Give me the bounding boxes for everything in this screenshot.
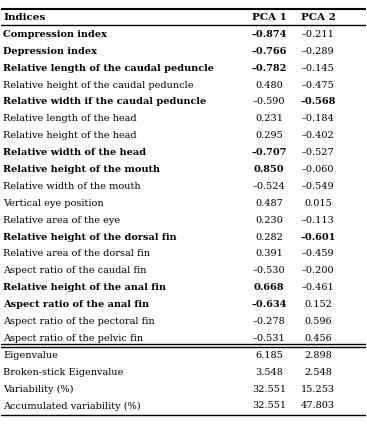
Text: –0.524: –0.524 (253, 182, 286, 191)
Text: 0.152: 0.152 (304, 300, 332, 309)
Text: –0.402: –0.402 (302, 131, 335, 140)
Text: 0.282: 0.282 (255, 232, 283, 241)
Text: Relative area of the eye: Relative area of the eye (3, 215, 120, 225)
Text: 2.898: 2.898 (304, 351, 332, 360)
Text: 6.185: 6.185 (255, 351, 283, 360)
Text: Aspect ratio of the pectoral fin: Aspect ratio of the pectoral fin (3, 317, 155, 326)
Text: –0.145: –0.145 (302, 64, 335, 73)
Text: Aspect ratio of the caudal fin: Aspect ratio of the caudal fin (3, 266, 146, 275)
Text: 0.015: 0.015 (304, 199, 332, 208)
Text: –0.200: –0.200 (302, 266, 335, 275)
Text: Relative height of the mouth: Relative height of the mouth (3, 165, 160, 174)
Text: –0.766: –0.766 (251, 47, 287, 56)
Text: 0.480: 0.480 (255, 81, 283, 90)
Text: 47.803: 47.803 (301, 402, 335, 411)
Text: –0.211: –0.211 (302, 30, 335, 39)
Text: –0.568: –0.568 (301, 97, 336, 106)
Text: 0.230: 0.230 (255, 215, 283, 225)
Text: –0.634: –0.634 (251, 300, 287, 309)
Text: –0.060: –0.060 (302, 165, 334, 174)
Text: Relative width of the mouth: Relative width of the mouth (3, 182, 141, 191)
Text: –0.278: –0.278 (253, 317, 286, 326)
Text: –0.184: –0.184 (302, 114, 335, 123)
Text: 32.551: 32.551 (252, 385, 286, 394)
Text: PCA 2: PCA 2 (301, 13, 336, 23)
Text: –0.459: –0.459 (302, 249, 335, 258)
Text: –0.601: –0.601 (301, 232, 336, 241)
Text: Broken-stick Eigenvalue: Broken-stick Eigenvalue (3, 368, 124, 377)
Text: Accumulated variability (%): Accumulated variability (%) (3, 401, 141, 411)
Text: Aspect ratio of the pelvic fin: Aspect ratio of the pelvic fin (3, 334, 143, 343)
Text: 0.668: 0.668 (254, 283, 284, 292)
Text: –0.707: –0.707 (251, 148, 287, 157)
Text: Aspect ratio of the anal fin: Aspect ratio of the anal fin (3, 300, 149, 309)
Text: Compression index: Compression index (3, 30, 107, 39)
Text: Relative width if the caudal peduncle: Relative width if the caudal peduncle (3, 97, 207, 106)
Text: –0.590: –0.590 (253, 97, 285, 106)
Text: Relative height of the dorsal fin: Relative height of the dorsal fin (3, 232, 177, 241)
Text: Relative length of the caudal peduncle: Relative length of the caudal peduncle (3, 64, 214, 73)
Text: –0.530: –0.530 (253, 266, 286, 275)
Text: Relative height of the head: Relative height of the head (3, 131, 137, 140)
Text: Eigenvalue: Eigenvalue (3, 351, 58, 360)
Text: 32.551: 32.551 (252, 402, 286, 411)
Text: –0.874: –0.874 (251, 30, 287, 39)
Text: Variability (%): Variability (%) (3, 385, 74, 394)
Text: 0.850: 0.850 (254, 165, 284, 174)
Text: –0.113: –0.113 (302, 215, 335, 225)
Text: 0.391: 0.391 (255, 249, 283, 258)
Text: –0.461: –0.461 (302, 283, 335, 292)
Text: Relative area of the dorsal fin: Relative area of the dorsal fin (3, 249, 150, 258)
Text: –0.549: –0.549 (302, 182, 335, 191)
Text: 0.456: 0.456 (304, 334, 332, 343)
Text: PCA 1: PCA 1 (252, 13, 287, 23)
Text: 3.548: 3.548 (255, 368, 283, 377)
Text: Relative height of the anal fin: Relative height of the anal fin (3, 283, 166, 292)
Text: 0.295: 0.295 (255, 131, 283, 140)
Text: Vertical eye position: Vertical eye position (3, 199, 104, 208)
Text: –0.475: –0.475 (302, 81, 335, 90)
Text: 0.596: 0.596 (305, 317, 332, 326)
Text: 0.231: 0.231 (255, 114, 283, 123)
Text: Relative width of the head: Relative width of the head (3, 148, 146, 157)
Text: –0.531: –0.531 (253, 334, 286, 343)
Text: Indices: Indices (3, 13, 46, 23)
Text: Depression index: Depression index (3, 47, 97, 56)
Text: 2.548: 2.548 (304, 368, 332, 377)
Text: –0.289: –0.289 (302, 47, 335, 56)
Text: 0.487: 0.487 (255, 199, 283, 208)
Text: Relative length of the head: Relative length of the head (3, 114, 137, 123)
Text: –0.527: –0.527 (302, 148, 335, 157)
Text: Relative height of the caudal peduncle: Relative height of the caudal peduncle (3, 81, 194, 90)
Text: –0.782: –0.782 (251, 64, 287, 73)
Text: 15.253: 15.253 (301, 385, 335, 394)
